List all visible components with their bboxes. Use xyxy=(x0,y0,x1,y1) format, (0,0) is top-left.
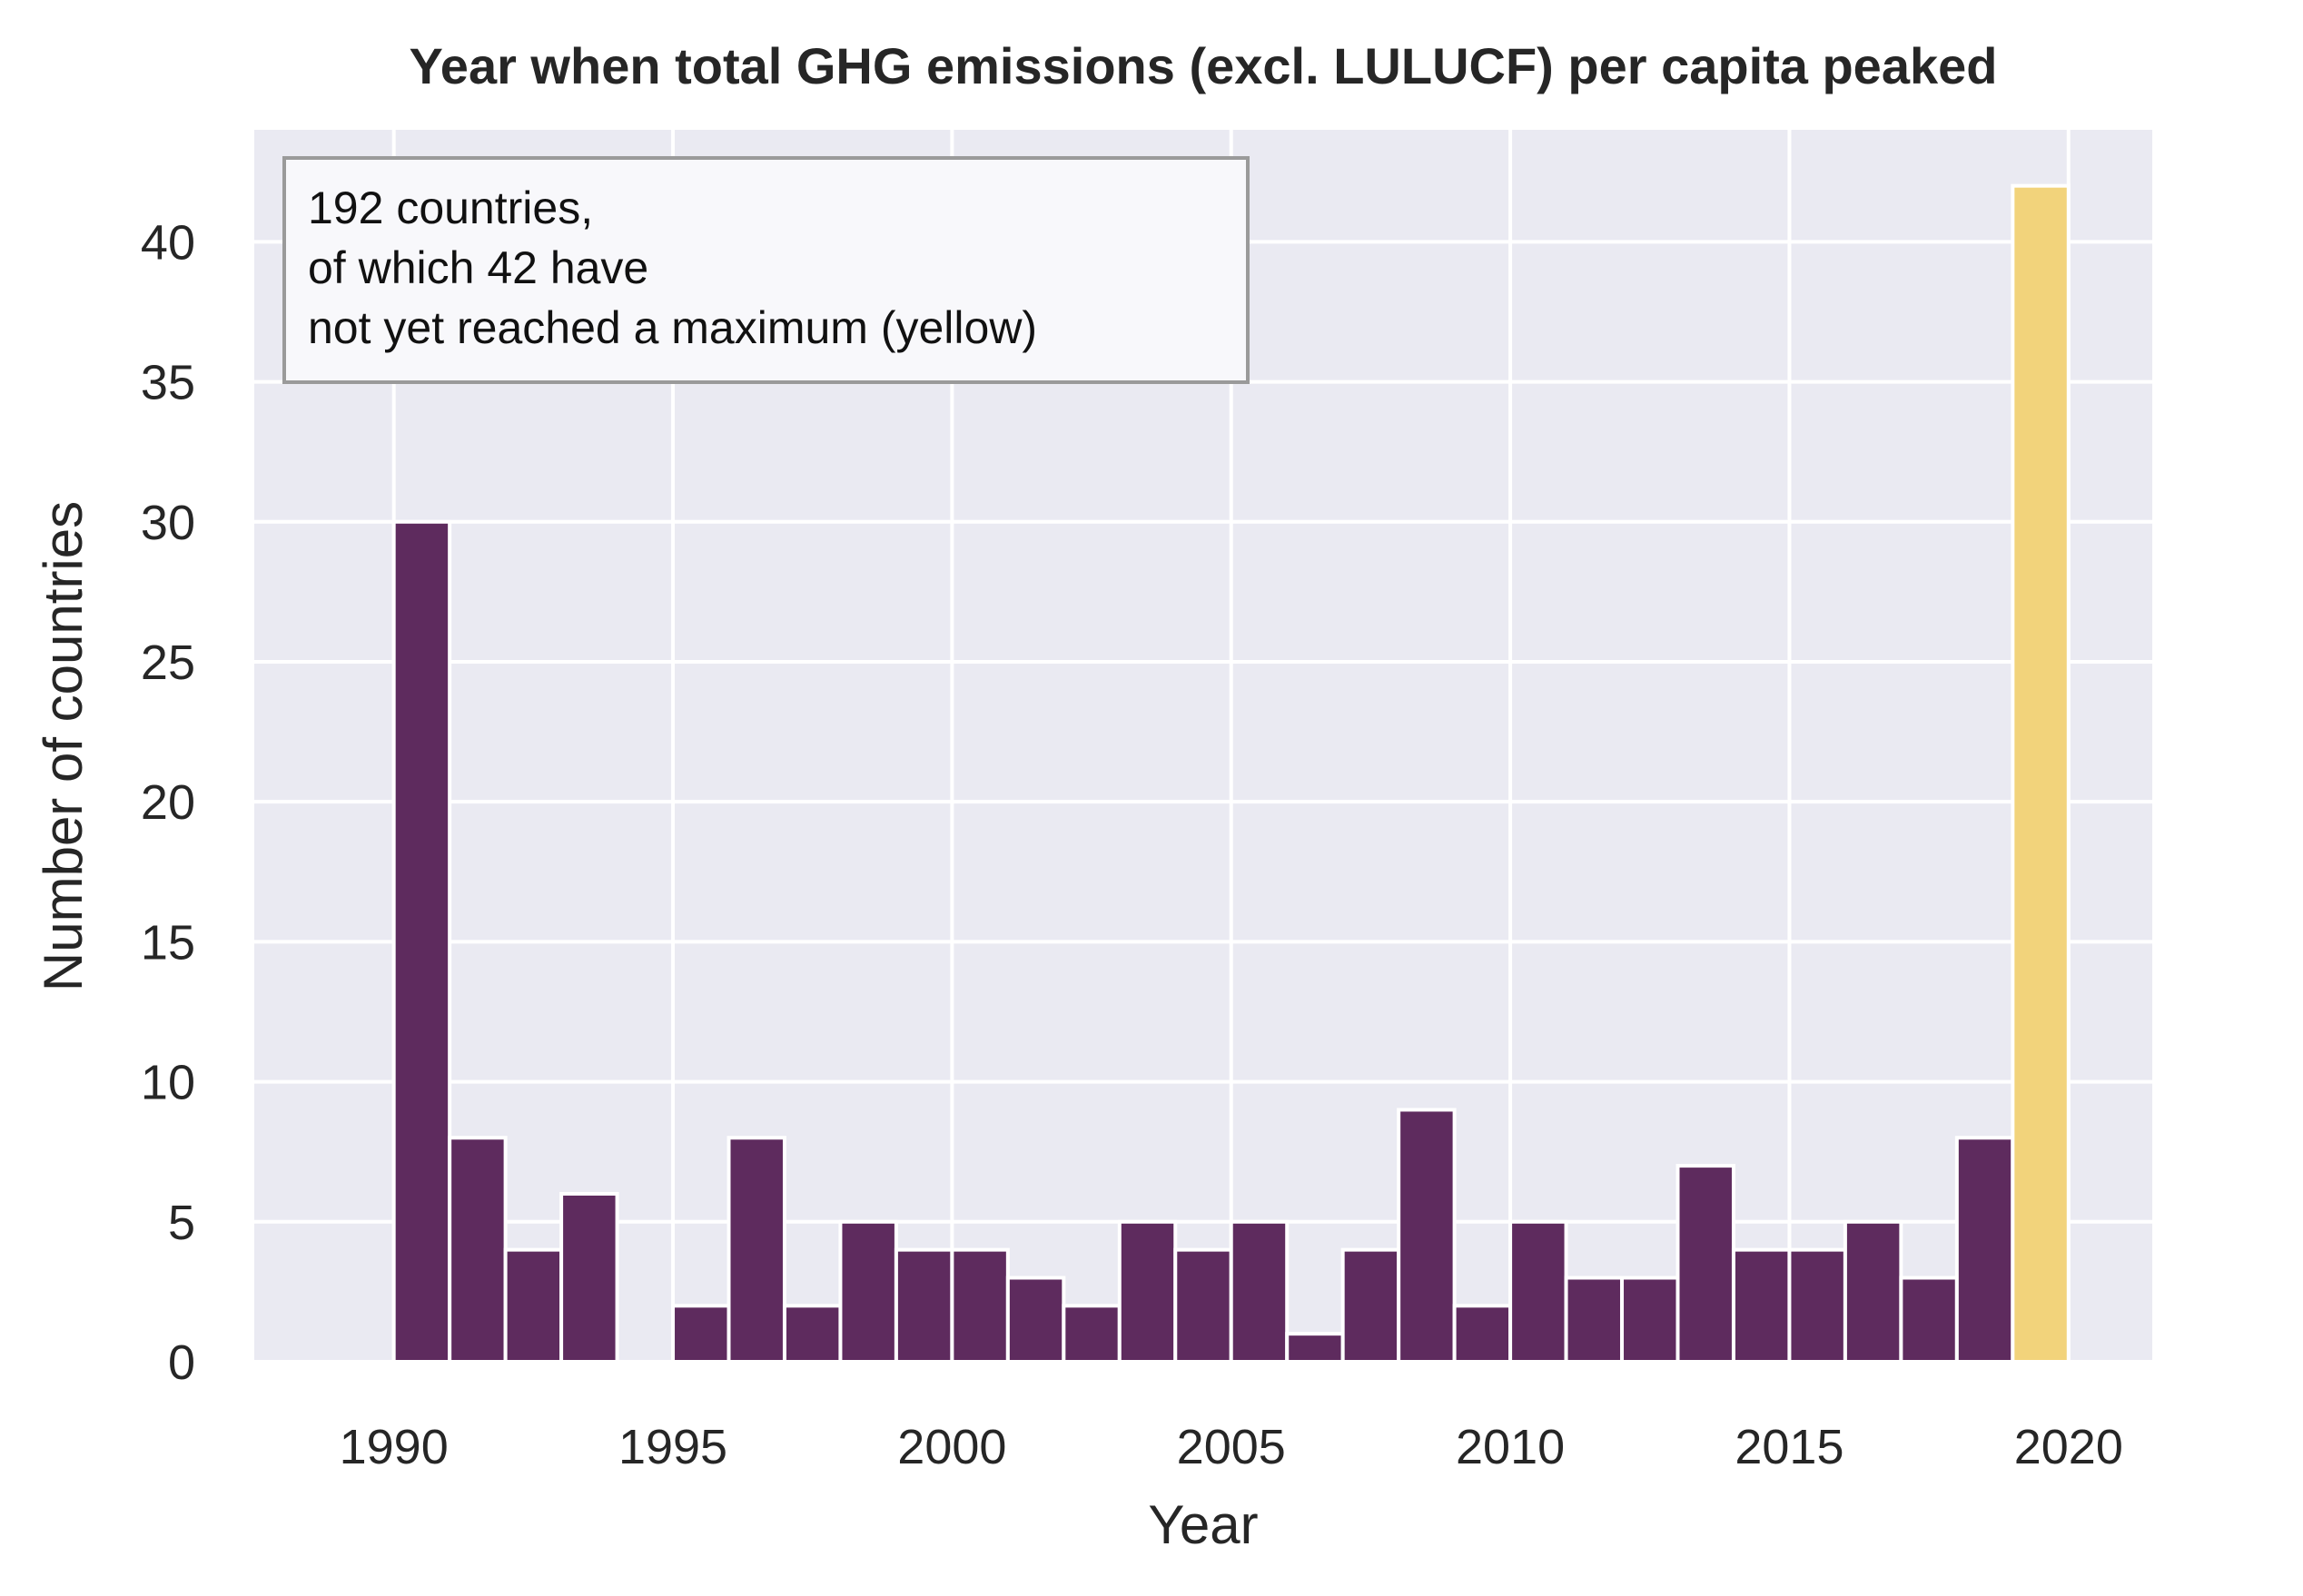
bar-1992 xyxy=(503,1247,564,1364)
annotation-line-2: of which 42 have xyxy=(308,242,648,293)
y-tick-label: 20 xyxy=(141,775,195,830)
y-tick-label: 40 xyxy=(141,215,195,270)
bar-2002 xyxy=(1062,1304,1122,1364)
bar-1993 xyxy=(559,1191,619,1364)
bar-2012 xyxy=(1620,1276,1680,1364)
y-tick-label: 30 xyxy=(141,496,195,550)
bars xyxy=(391,183,2071,1364)
annotation-line-1: 192 countries, xyxy=(308,182,593,233)
bar-2014 xyxy=(1731,1247,1792,1364)
bar-1990 xyxy=(391,519,452,1364)
bar-1991 xyxy=(448,1136,508,1364)
x-tick-label: 2010 xyxy=(1456,1420,1565,1474)
bar-2001 xyxy=(1005,1276,1066,1364)
bar-2017 xyxy=(1899,1276,1959,1364)
y-tick-label: 25 xyxy=(141,635,195,690)
x-tick-label: 1995 xyxy=(618,1420,727,1474)
x-axis-label: Year xyxy=(1148,1494,1258,1555)
bar-2016 xyxy=(1843,1219,1903,1364)
bar-2010 xyxy=(1508,1219,1568,1364)
bar-2008 xyxy=(1397,1108,1457,1364)
bar-2011 xyxy=(1564,1276,1625,1364)
bar-2015 xyxy=(1787,1247,1847,1364)
bar-1998 xyxy=(838,1219,898,1364)
bar-2013 xyxy=(1675,1164,1735,1364)
y-axis-label: Number of countries xyxy=(33,501,94,991)
y-tick-label: 10 xyxy=(141,1056,195,1110)
bar-2000 xyxy=(950,1247,1010,1364)
x-tick-label: 2015 xyxy=(1735,1420,1843,1474)
bar-2003 xyxy=(1117,1219,1178,1364)
chart-title: Year when total GHG emissions (excl. LUL… xyxy=(410,37,1998,94)
y-tick-label: 0 xyxy=(168,1335,195,1390)
bar-2007 xyxy=(1340,1247,1401,1364)
bar-2006 xyxy=(1285,1332,1345,1364)
x-tick-label: 2000 xyxy=(897,1420,1006,1474)
bar-2009 xyxy=(1452,1304,1513,1364)
x-tick-label: 1990 xyxy=(340,1420,449,1474)
annotation-line-3: not yet reached a maximum (yellow) xyxy=(308,302,1037,353)
y-tick-label: 5 xyxy=(168,1196,195,1250)
bar-2004 xyxy=(1173,1247,1233,1364)
y-tick-label: 15 xyxy=(141,915,195,970)
bar-1995 xyxy=(671,1304,731,1364)
bar-1996 xyxy=(726,1136,786,1364)
y-axis-ticks: 0 5 10 15 20 25 30 35 40 xyxy=(141,215,195,1390)
bar-1997 xyxy=(782,1304,843,1364)
bar-2005 xyxy=(1229,1219,1290,1364)
x-axis-ticks: 1990 1995 2000 2005 2010 2015 2020 xyxy=(340,1420,2123,1474)
bar-2018 xyxy=(1954,1136,2015,1364)
y-tick-label: 35 xyxy=(141,356,195,410)
x-tick-label: 2005 xyxy=(1177,1420,1286,1474)
bar-2019 xyxy=(2011,183,2071,1364)
bar-1999 xyxy=(894,1247,954,1364)
x-tick-label: 2020 xyxy=(2014,1420,2123,1474)
annotation-box: 192 countries, of which 42 have not yet … xyxy=(282,156,1250,384)
